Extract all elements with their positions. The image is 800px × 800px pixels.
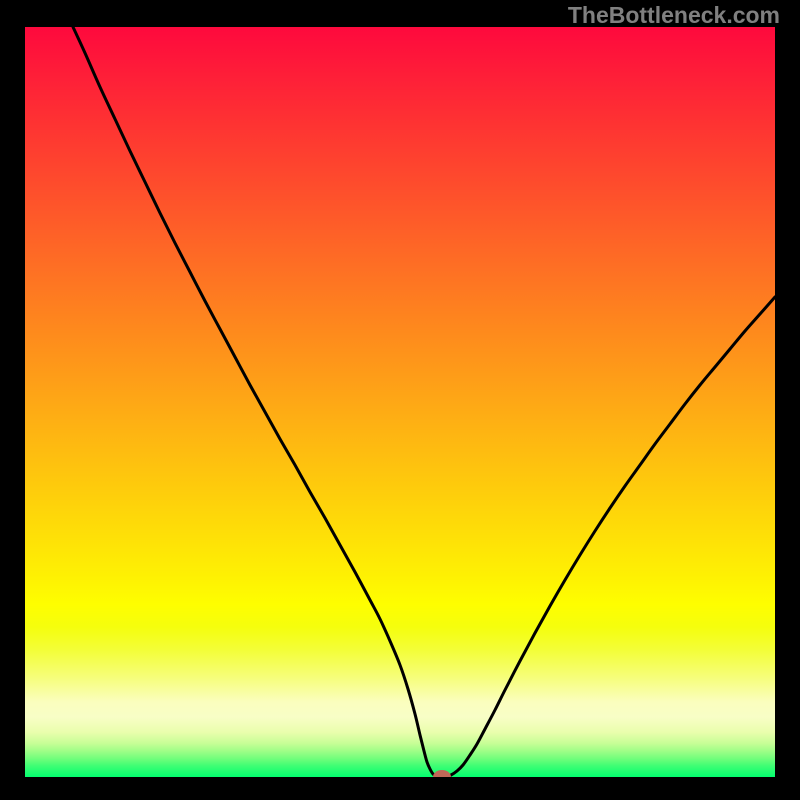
frame-bottom (0, 777, 800, 800)
plot-area (25, 27, 775, 777)
bottleneck-curve (25, 27, 775, 777)
watermark-text: TheBottleneck.com (568, 2, 780, 29)
optimum-marker (433, 770, 451, 777)
frame-left (0, 0, 25, 800)
frame-right (775, 0, 800, 800)
